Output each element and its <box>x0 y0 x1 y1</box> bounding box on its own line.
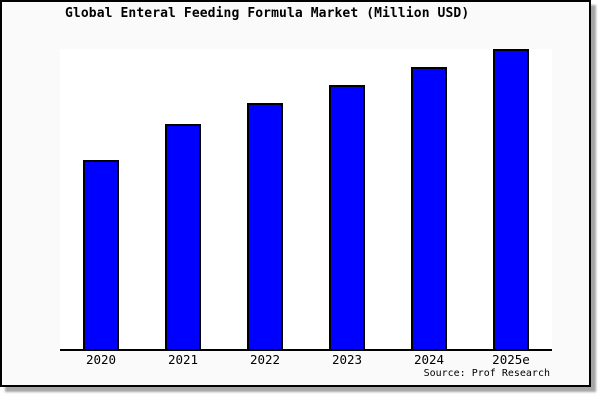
bar-slot-2025e <box>470 49 552 349</box>
bar-2022 <box>247 103 283 349</box>
plot-area <box>60 49 552 351</box>
x-tick-label-2022: 2022 <box>249 352 281 367</box>
x-axis-labels: 2020 2021 2022 2023 2024 2025e <box>60 353 552 367</box>
bar-slot-2020 <box>60 49 142 349</box>
bar-2021 <box>165 124 201 349</box>
bar-2020 <box>83 160 119 349</box>
chart-title: Global Enteral Feeding Formula Market (M… <box>65 6 470 21</box>
bar-2025e <box>493 49 529 349</box>
x-tick-label-2021: 2021 <box>167 352 199 367</box>
x-tick-label-2023: 2023 <box>331 352 363 367</box>
x-tick-label-2024: 2024 <box>413 352 445 367</box>
bar-2024 <box>411 67 447 349</box>
bar-2023 <box>329 85 365 349</box>
source-credit: Source: Prof Research <box>423 368 550 379</box>
bar-slot-2021 <box>142 49 224 349</box>
bar-slot-2022 <box>224 49 306 349</box>
bar-slot-2023 <box>306 49 388 349</box>
x-tick-label-2025e: 2025e <box>492 352 530 367</box>
bar-slot-2024 <box>388 49 470 349</box>
x-tick-label-2020: 2020 <box>85 352 117 367</box>
